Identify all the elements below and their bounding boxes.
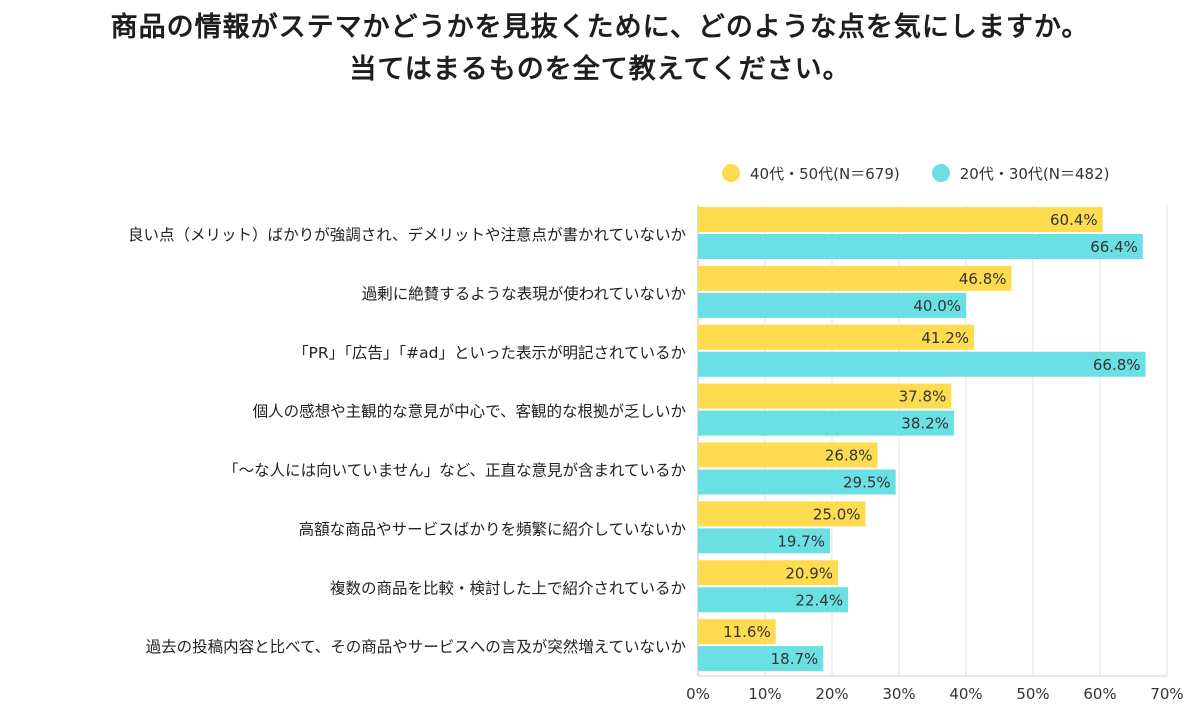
legend: 40代・50代(N＝679) 20代・30代(N＝482) [722, 162, 1141, 184]
chart-title-line-1: 商品の情報がステマかどうかを見抜くために、どのような点を気にしますか。 [110, 12, 1090, 43]
bar-s1-c7 [698, 646, 824, 672]
value-label-s1-c2: 66.8% [1093, 356, 1141, 374]
category-label-0: 良い点（メリット）ばかりが強調され、デメリットや注意点が書かれていないか [128, 225, 686, 244]
x-tick-label-5: 50% [1016, 685, 1049, 703]
value-label-s1-c6: 22.4% [795, 591, 843, 609]
bar-s0-c5 [698, 501, 866, 527]
bar-s0-c6 [698, 560, 839, 586]
bar-s1-c6 [698, 587, 849, 613]
bar-s1-c0 [698, 234, 1143, 259]
category-label-3: 個人の感想や主観的な意見が中心で、客観的な根拠が乏しいか [253, 402, 686, 421]
value-label-s0-c4: 26.8% [825, 447, 873, 465]
x-tick-label-7: 70% [1150, 685, 1183, 703]
category-label-1: 過剰に絶賛するような表現が使われていないか [362, 285, 686, 303]
bar-s1-c1 [698, 292, 966, 318]
bar-s1-c3 [698, 410, 954, 436]
value-label-s0-c7: 11.6% [723, 623, 771, 641]
category-label-5: 高額な商品やサービスばかりを頻繁に紹介していないか [299, 519, 686, 538]
category-label-4: 「～な人には向いていません」など、正直な意見が含まれているか [223, 461, 686, 480]
value-label-s1-c5: 19.7% [777, 532, 825, 550]
category-label-7: 過去の投稿内容と比べて、その商品やサービスへの言及が突然増えていないか [146, 638, 686, 656]
legend-item-40s-50s: 40代・50代(N＝679) [722, 163, 900, 184]
value-label-s0-c3: 37.8% [899, 388, 947, 406]
bar-s0-c3 [698, 383, 952, 409]
chart-title-line-2: 当てはまるものを全て教えてください。 [349, 54, 851, 85]
value-label-s0-c5: 25.0% [813, 505, 861, 523]
value-label-s1-c4: 29.5% [843, 474, 891, 492]
legend-label-40s-50s: 40代・50代(N＝679) [750, 164, 900, 183]
value-label-s0-c1: 46.8% [959, 270, 1007, 288]
bar-s0-c7 [698, 619, 776, 645]
x-tick-label-4: 40% [949, 685, 982, 703]
x-tick-label-2: 20% [815, 685, 848, 703]
category-label-6: 複数の商品を比較・検討した上で紹介されているか [330, 579, 686, 597]
bar-s1-c5 [698, 528, 830, 554]
x-tick-label-0: 0% [686, 685, 710, 703]
x-tick-label-3: 30% [882, 685, 915, 703]
bar-s0-c2 [698, 324, 975, 350]
category-label-2: 「PR」「広告」「#ad」といった表示が明記されているか [293, 344, 686, 362]
legend-swatch-40s-50s [722, 164, 740, 182]
bar-s1-c4 [698, 469, 896, 495]
legend-item-20s-30s: 20代・30代(N＝482) [931, 163, 1110, 184]
bar-s1-c2 [698, 351, 1146, 377]
value-label-s1-c3: 38.2% [901, 415, 949, 433]
bar-s0-c4 [698, 442, 878, 468]
value-label-s0-c6: 20.9% [785, 564, 833, 582]
bar-s0-c0 [698, 207, 1103, 232]
legend-swatch-20s-30s [931, 164, 950, 182]
value-label-s1-c0: 66.4% [1090, 238, 1138, 256]
x-tick-label-6: 60% [1083, 685, 1116, 703]
value-label-s1-c7: 18.7% [771, 650, 819, 668]
bar-s0-c1 [698, 265, 1012, 291]
x-tick-label-1: 10% [748, 685, 781, 703]
value-label-s0-c0: 60.4% [1050, 211, 1098, 229]
value-label-s0-c2: 41.2% [921, 329, 969, 347]
legend-label-20s-30s: 20代・30代(N＝482) [959, 164, 1110, 183]
value-label-s1-c1: 40.0% [913, 297, 961, 315]
